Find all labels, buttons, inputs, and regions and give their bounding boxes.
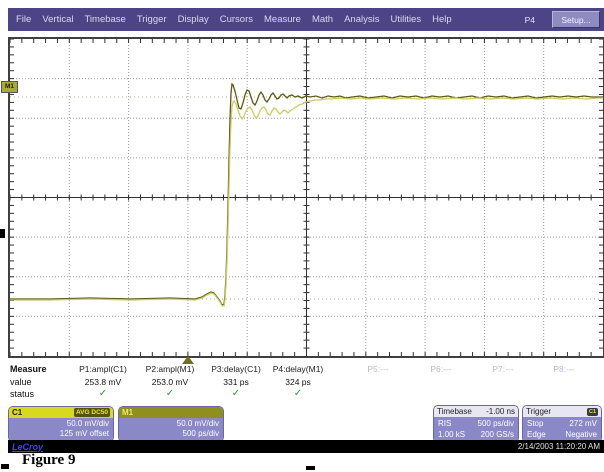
document-artifact [306, 466, 315, 470]
waveform-display [8, 37, 604, 358]
menu-cursors[interactable]: Cursors [219, 14, 253, 25]
measure-label: P3:delay(C1) [211, 364, 261, 374]
caption-bullet [1, 464, 9, 469]
measure-col-p1[interactable]: P1:ampl(C1) 253.8 mV ✓ [60, 363, 146, 400]
measure-label: P2:ampl(M1) [145, 364, 195, 374]
status-check-icon [521, 388, 604, 400]
measure-col-p3[interactable]: P3:delay(C1) 331 ps ✓ [193, 363, 279, 400]
waveform-svg [10, 39, 603, 356]
timebase-mode: RIS [438, 419, 452, 428]
document-artifact [0, 229, 5, 238]
trigger-slope: Negative [565, 430, 597, 439]
menu-analysis[interactable]: Analysis [344, 14, 380, 25]
measure-col-p2[interactable]: P2:ampl(M1) 253.0 mV ✓ [127, 363, 213, 400]
status-check-icon: ✓ [231, 388, 241, 399]
status-check-icon: ✓ [293, 388, 303, 399]
trace-m1-timebase: 500 ps/div [182, 429, 219, 438]
status-check-icon: ✓ [165, 388, 175, 399]
timebase-samples: 1.00 kS [438, 430, 466, 439]
trigger-source-icon: C1 [586, 407, 598, 416]
timebase-title: Timebase [437, 407, 472, 416]
measure-col-p8[interactable]: P8:--- [521, 363, 604, 400]
menu-vertical[interactable]: Vertical [42, 14, 74, 25]
measure-label: P8:--- [553, 364, 575, 374]
measure-col-p7[interactable]: P7:--- [460, 363, 546, 400]
measure-col-p4[interactable]: P4:delay(M1) 324 ps ✓ [255, 363, 341, 400]
footer-bar: LeCroy 2/14/2003 11:20:20 AM [8, 440, 604, 453]
menu-measure[interactable]: Measure [264, 14, 301, 25]
figure-caption: Figure 9 [22, 452, 76, 468]
trigger-position-marker [182, 356, 194, 364]
measure-label: P1:ampl(C1) [79, 364, 127, 374]
measure-label: P7:--- [492, 364, 514, 374]
channel-c1-offset: 125 mV offset [59, 429, 109, 438]
trigger-level: 272 mV [569, 419, 597, 428]
timebase-delay: -1.00 ns [486, 407, 515, 416]
menu-display[interactable]: Display [177, 14, 209, 25]
menu-math[interactable]: Math [311, 14, 334, 25]
measure-value [521, 376, 604, 388]
status-check-icon: ✓ [98, 388, 108, 399]
trigger-type: Edge [527, 430, 546, 439]
measure-col-p6[interactable]: P6:--- [398, 363, 484, 400]
menu-file[interactable]: File [16, 14, 32, 25]
timebase-descriptor[interactable]: Timebase -1.00 ns RIS 500 ps/div 1.00 kS… [433, 405, 519, 443]
menu-trigger[interactable]: Trigger [136, 14, 167, 25]
page-indicator: P4 [524, 14, 535, 25]
measure-value: 324 ps [285, 377, 311, 387]
trigger-title: Trigger [526, 407, 552, 416]
measure-label: P4:delay(M1) [272, 364, 324, 374]
measure-label: P5:--- [367, 364, 389, 374]
measure-label: P6:--- [430, 364, 452, 374]
measure-col-p5[interactable]: P5:--- [335, 363, 421, 400]
measure-value: 331 ps [223, 377, 249, 387]
value-row-header: value [10, 377, 32, 387]
measure-value: 253.0 mV [151, 377, 189, 387]
channel-c1-scale: 50.0 mV/div [66, 419, 109, 428]
measure-value: 253.8 mV [84, 377, 122, 387]
trigger-descriptor[interactable]: Trigger C1 Stop 272 mV Edge Negative [522, 405, 602, 443]
trace-label-m1: M1 [1, 81, 18, 93]
menu-timebase[interactable]: Timebase [84, 14, 126, 25]
status-row-header: status [10, 389, 35, 399]
measure-row-header: Measure [10, 364, 47, 374]
trace-m1-scale: 50.0 mV/div [176, 419, 219, 428]
channel-c1-coupling-badge: AVG DC50 [73, 408, 110, 417]
channel-c1-name: C1 [12, 408, 23, 417]
timebase-samplerate: 200 GS/s [480, 430, 514, 439]
datetime-stamp: 2/14/2003 11:20:20 AM [517, 442, 600, 451]
timebase-scale: 500 ps/div [477, 419, 514, 428]
channel-c1-descriptor[interactable]: C1 AVG DC50 50.0 mV/div 125 mV offset [8, 406, 114, 442]
setup-button[interactable]: Setup... [552, 11, 600, 28]
menu-utilities[interactable]: Utilities [390, 14, 422, 25]
menu-help[interactable]: Help [432, 14, 452, 25]
lecroy-logo: LeCroy [12, 441, 44, 452]
trace-m1-descriptor[interactable]: M1 50.0 mV/div 500 ps/div [118, 406, 224, 442]
menu-bar: File Vertical Timebase Trigger Display C… [8, 8, 604, 31]
trace-m1-name: M1 [122, 408, 134, 417]
trigger-mode: Stop [527, 419, 544, 428]
trace-m1 [10, 97, 603, 307]
